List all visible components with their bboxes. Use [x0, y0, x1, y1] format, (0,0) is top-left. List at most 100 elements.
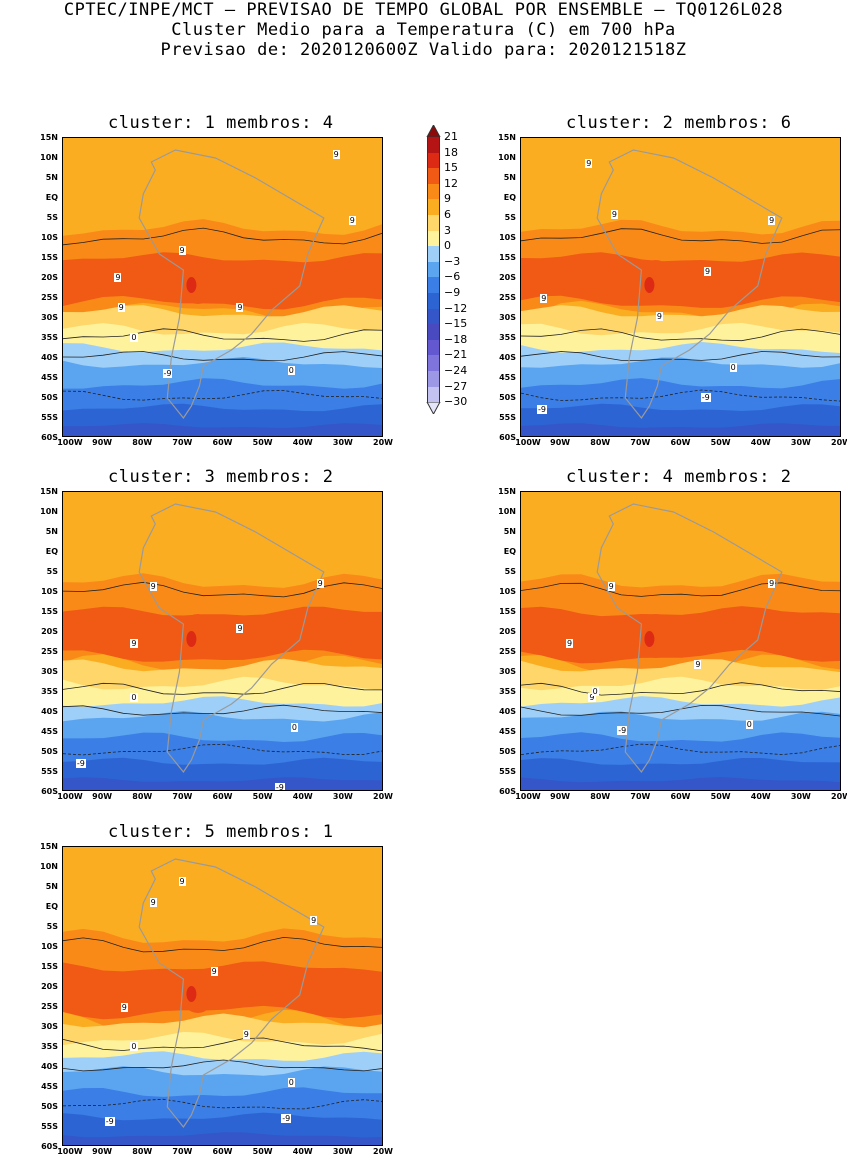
contour-label: 9 [588, 693, 596, 702]
longitude-label: 90W [92, 438, 113, 447]
longitude-label: 60W [212, 792, 233, 801]
panel-title: cluster: 1 membros: 4 [108, 113, 334, 133]
header-dates: Previsao de: 2020120600Z Valido para: 20… [160, 40, 687, 60]
longitude-label: 90W [92, 792, 113, 801]
cluster-map: 9 9 9 9 9 9 0 -9 -9 [520, 137, 841, 437]
longitude-label: 50W [252, 438, 273, 447]
contour-label: 9 [117, 303, 125, 312]
header-subtitle: Cluster Medio para a Temperatura (C) em … [171, 20, 676, 40]
colorbar-label: −15 [444, 317, 468, 331]
latitude-label: 30S [41, 667, 58, 676]
continent-outline [138, 149, 325, 420]
latitude-label: 40S [499, 707, 516, 716]
latitude-label: 35S [41, 1042, 58, 1051]
latitude-label: 45S [499, 727, 516, 736]
longitude-label: 20W [373, 1147, 393, 1156]
latitude-label: 25S [41, 1002, 58, 1011]
colorbar-arrow-bottom [426, 402, 441, 415]
longitude-label: 80W [132, 792, 153, 801]
contour-label: 9 [149, 582, 157, 591]
latitude-label: 50S [499, 393, 516, 402]
longitude-label: 80W [590, 792, 611, 801]
latitude-label: 60S [41, 787, 58, 796]
colorbar-label: −6 [444, 270, 461, 284]
latitude-label: 55S [499, 767, 516, 776]
latitude-label: 10S [499, 233, 516, 242]
latitude-label: 30S [41, 313, 58, 322]
contour-label: 0 [130, 693, 138, 702]
longitude-label: 100W [515, 792, 541, 801]
longitude-label: 70W [172, 1147, 193, 1156]
latitude-label: 30S [41, 1022, 58, 1031]
contour-label: 0 [130, 1042, 138, 1051]
latitude-label: 10S [41, 587, 58, 596]
contour-label: 9 [236, 624, 244, 633]
longitude-label: 40W [750, 792, 771, 801]
latitude-label: 10S [41, 233, 58, 242]
colorbar-label: 3 [444, 223, 451, 237]
latitude-label: 25S [499, 647, 516, 656]
longitude-label: 40W [292, 1147, 313, 1156]
latitude-label: 60S [41, 1142, 58, 1151]
cluster-map: 9 9 9 9 9 9 0 0 -9 [62, 137, 383, 437]
longitude-label: 20W [831, 438, 847, 447]
longitude-label: 40W [750, 438, 771, 447]
contour-label: 9 [703, 267, 712, 276]
contour-label: 9 [540, 294, 548, 303]
panel-title: cluster: 5 membros: 1 [108, 822, 334, 842]
latitude-label: 50S [41, 393, 58, 402]
longitude-label: 70W [630, 438, 651, 447]
colorbar-label: −9 [444, 286, 461, 299]
latitude-label: 60S [499, 787, 516, 796]
latitude-label: 20S [499, 627, 516, 636]
latitude-label: 5S [504, 213, 516, 222]
latitude-label: 55S [41, 767, 58, 776]
latitude-label: 10N [40, 862, 58, 871]
longitude-label: 30W [790, 792, 811, 801]
continent-outline [138, 503, 325, 774]
latitude-label: 40S [41, 1062, 58, 1071]
colorbar-label: −21 [444, 348, 468, 362]
contour-label: 9 [114, 273, 122, 282]
longitude-label: 100W [57, 438, 83, 447]
latitude-label: 10S [41, 942, 58, 951]
latitude-label: 55S [41, 413, 58, 422]
latitude-label: 50S [41, 747, 58, 756]
cluster-map: 999999900-9-9 [62, 846, 383, 1146]
colorbar-cell [427, 152, 440, 169]
temperature-field [521, 138, 840, 436]
contour-label: 9 [348, 216, 356, 225]
latitude-label: 45S [41, 1082, 58, 1091]
contour-label: -9 [281, 1114, 292, 1123]
latitude-label: 15N [498, 133, 516, 142]
contour-label: 9 [130, 639, 138, 648]
latitude-label: 10N [40, 153, 58, 162]
latitude-label: 20S [41, 273, 58, 282]
contour-label: 9 [610, 210, 618, 219]
latitude-label: 20S [499, 273, 516, 282]
contour-label: 9 [694, 660, 702, 669]
contour-label: 9 [565, 639, 574, 648]
longitude-label: 50W [252, 792, 273, 801]
longitude-label: 80W [590, 438, 611, 447]
latitude-label: 10S [499, 587, 516, 596]
latitude-label: 60S [41, 433, 58, 442]
latitude-label: 5N [45, 173, 58, 182]
latitude-label: EQ [503, 193, 516, 202]
contour-label: 0 [287, 366, 295, 375]
longitude-label: 50W [710, 438, 731, 447]
latitude-label: 15S [41, 253, 58, 262]
latitude-label: 55S [499, 413, 516, 422]
colorbar-cell [427, 386, 440, 403]
colorbar-label: 21 [444, 130, 458, 143]
contour-label: 0 [290, 723, 298, 732]
latitude-label: EQ [45, 902, 58, 911]
continent-outline [596, 149, 783, 420]
colorbar-cell [427, 355, 440, 371]
longitude-label: 70W [172, 792, 193, 801]
contour-label: 9 [316, 579, 324, 588]
latitude-label: 45S [499, 373, 516, 382]
colorbar-cell [427, 277, 440, 293]
longitude-label: 20W [831, 792, 847, 801]
